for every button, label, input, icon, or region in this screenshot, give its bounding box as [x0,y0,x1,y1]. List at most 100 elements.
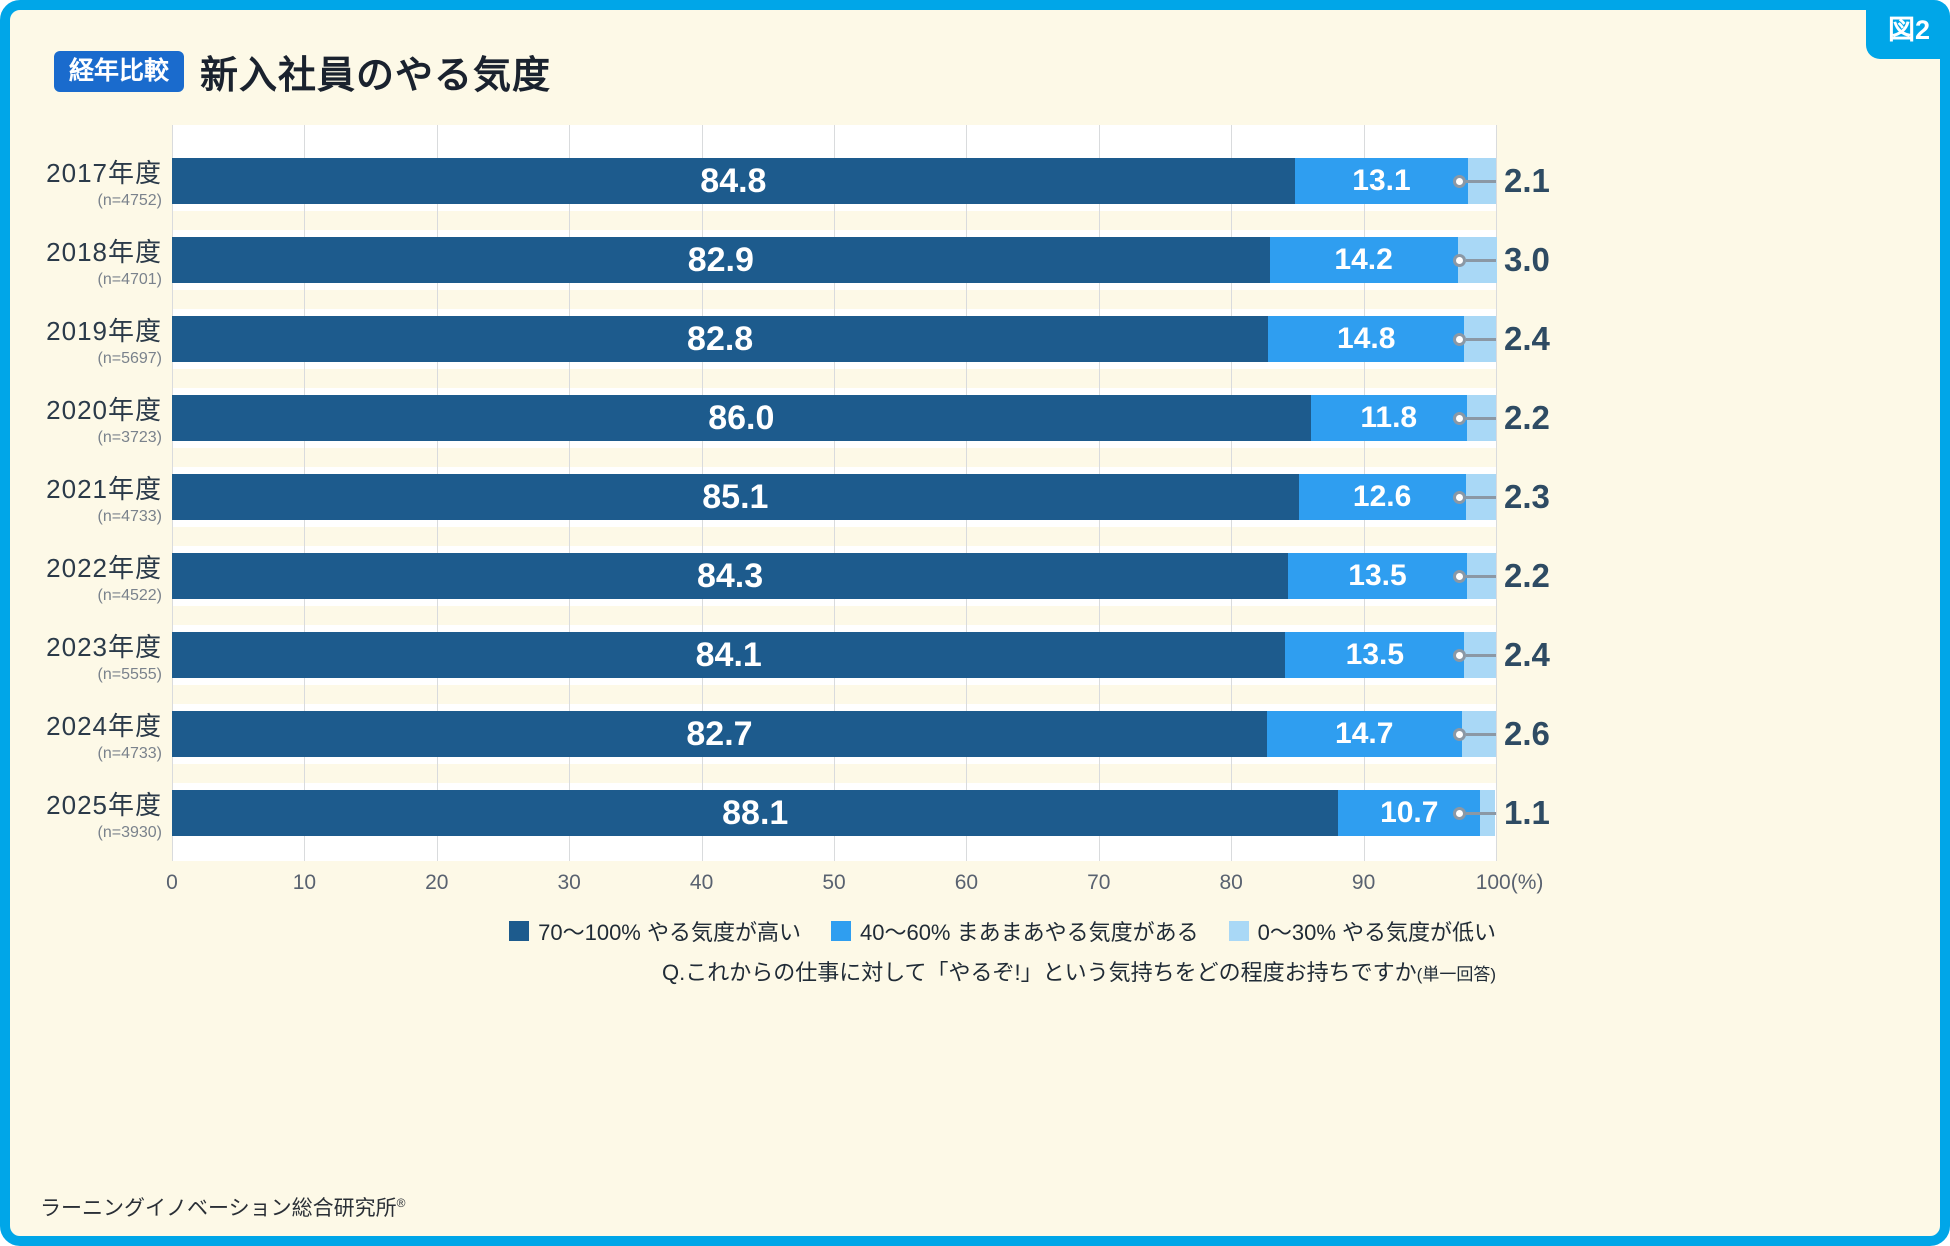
chart-row: 2022年度 (n=4522) 84.3 13.5 2.2 [10,546,1940,606]
segment-value: 82.9 [687,240,754,279]
source-name: ラーニングイノベーション総合研究所 [40,1197,397,1220]
outside-value: 2.6 [1453,704,1940,764]
header: 経年比較 新入社員のやる気度 [10,10,1940,99]
leader-line [1453,569,1496,583]
year-label: 2019年度 [46,315,162,346]
axis-tick: 20 [425,871,449,894]
bar-segment-mid: 13.5 [1285,632,1465,678]
outside-value: 2.1 [1453,151,1940,211]
leader-line [1453,332,1496,346]
sample-size: (n=5697) [97,349,163,367]
stacked-bar: 86.0 11.8 [172,395,1496,441]
segment-value: 12.6 [1352,480,1412,513]
bar-segment-high: 85.1 [172,474,1299,520]
chart-row: 2018年度 (n=4701) 82.9 14.2 3.0 [10,230,1940,290]
leader-line [1453,490,1496,504]
legend-swatch [509,921,530,941]
segment-value: 84.1 [695,635,762,674]
bar-track: 88.1 10.7 [172,783,1496,843]
bar-segment-mid: 14.8 [1268,316,1465,362]
chart-title: 新入社員のやる気度 [200,55,552,97]
row-label: 2018年度 (n=4701) [10,230,172,290]
bar-track: 84.8 13.1 [172,151,1496,211]
outside-value: 2.2 [1453,388,1940,448]
stacked-bar: 84.8 13.1 [172,158,1496,204]
outside-value-label: 2.2 [1504,399,1550,436]
bar-segment-mid: 14.2 [1269,237,1458,283]
legend-label: 70〜100% やる気度が高い [538,920,801,945]
legend-swatch [830,921,851,941]
chart-row: 2024年度 (n=4733) 82.7 14.7 2.6 [10,704,1940,764]
figure-number-badge: 図2 [1865,0,1950,59]
segment-value: 84.8 [700,161,767,200]
stacked-bar: 82.9 14.2 [172,237,1498,283]
sample-size: (n=4733) [97,507,163,525]
outside-value-label: 2.4 [1504,636,1550,673]
sample-size: (n=4733) [97,744,163,762]
bar-segment-mid: 13.1 [1294,158,1469,204]
legend-item: 0〜30% やる気度が低い [1228,915,1496,947]
segment-value: 85.1 [702,477,769,516]
bar-segment-high: 86.0 [172,395,1311,441]
segment-value: 13.1 [1352,164,1411,197]
segment-value: 14.7 [1335,717,1394,750]
question-suffix: (単一回答) [1416,965,1496,984]
year-label: 2022年度 [46,552,162,583]
row-label: 2020年度 (n=3723) [10,388,172,448]
row-label: 2021年度 (n=4733) [10,467,172,527]
legend: 70〜100% やる気度が高い 40〜60% まあまあやる気度がある 0〜30% や… [10,915,1496,947]
outside-value: 2.2 [1453,546,1940,606]
year-label: 2021年度 [46,473,162,504]
axis-tick: 0 [166,871,178,894]
row-label: 2022年度 (n=4522) [10,546,172,606]
bar-segment-mid: 14.7 [1266,711,1462,757]
row-label: 2023年度 (n=5555) [10,625,172,685]
sample-size: (n=4752) [97,191,163,209]
segment-value: 13.5 [1348,559,1407,592]
sample-size: (n=3723) [97,428,163,446]
sample-size: (n=3930) [97,823,163,841]
outside-value: 2.4 [1453,309,1940,369]
year-label: 2024年度 [46,710,162,741]
stacked-bar: 85.1 12.6 [172,474,1496,520]
bar-segment-high: 82.8 [172,316,1269,362]
bar-track: 82.8 14.8 [172,309,1496,369]
year-label: 2018年度 [46,236,162,267]
question-text: Q.これからの仕事に対して「やるぞ!」という気持ちをどの程度お持ちですか [661,960,1417,985]
bar-track: 84.3 13.5 [172,546,1496,606]
bar-segment-high: 82.7 [172,711,1267,757]
legend-item: 40〜60% まあまあやる気度がある [830,915,1199,947]
chart: 2017年度 (n=4752) 84.8 13.1 2.1 2018年度 (n=4701) 8… [10,125,1940,901]
segment-value: 14.2 [1334,243,1393,276]
year-label: 2023年度 [46,631,162,662]
axis-tick: 100(%) [1475,871,1544,894]
survey-question: Q.これからの仕事に対して「やるぞ!」という気持ちをどの程度お持ちですか(単一回… [10,955,1496,987]
year-label: 2020年度 [46,394,162,425]
chart-row: 2017年度 (n=4752) 84.8 13.1 2.1 [10,151,1940,211]
stacked-bar: 84.3 13.5 [172,553,1496,599]
plot-strip-bottom [172,843,1496,861]
leader-line [1453,174,1496,188]
bar-segment-high: 84.8 [172,158,1295,204]
bar-track: 86.0 11.8 [172,388,1496,448]
leader-line [1453,806,1496,820]
plot-strip-top [172,125,1496,151]
outside-value-label: 2.2 [1504,557,1550,594]
sample-size: (n=4701) [97,270,163,288]
chart-row: 2025年度 (n=3930) 88.1 10.7 1.1 [10,783,1940,843]
leader-line [1453,727,1496,741]
axis-tick: 30 [557,871,581,894]
outside-value-label: 2.3 [1504,478,1550,515]
segment-value: 82.8 [687,319,754,358]
outside-value-label: 2.6 [1504,715,1550,752]
outside-value: 2.3 [1453,467,1940,527]
bar-segment-high: 88.1 [172,790,1339,836]
bar-track: 84.1 13.5 [172,625,1496,685]
row-label: 2024年度 (n=4733) [10,704,172,764]
chart-row: 2023年度 (n=5555) 84.1 13.5 2.4 [10,625,1940,685]
stacked-bar: 84.1 13.5 [172,632,1496,678]
chart-row: 2020年度 (n=3723) 86.0 11.8 2.2 [10,388,1940,448]
outside-value-label: 3.0 [1504,241,1550,278]
chart-body: 2017年度 (n=4752) 84.8 13.1 2.1 2018年度 (n=4701) 8… [10,125,1940,861]
